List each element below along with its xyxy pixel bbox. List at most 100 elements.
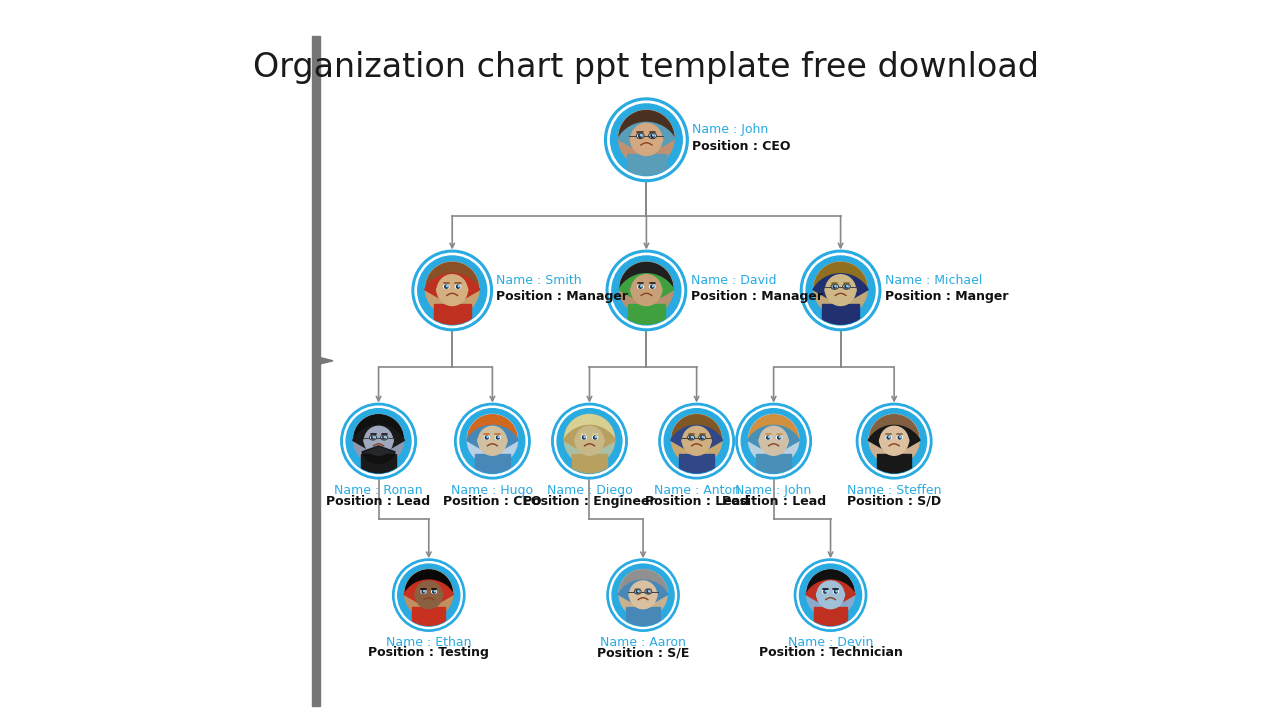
Ellipse shape xyxy=(438,275,467,305)
Circle shape xyxy=(552,403,627,479)
Wedge shape xyxy=(353,426,404,455)
Circle shape xyxy=(700,436,704,439)
Ellipse shape xyxy=(456,284,461,289)
Circle shape xyxy=(454,403,530,479)
Wedge shape xyxy=(672,414,722,439)
Text: Name : Hugo: Name : Hugo xyxy=(452,484,534,497)
Circle shape xyxy=(824,590,827,593)
Circle shape xyxy=(425,262,479,315)
Ellipse shape xyxy=(765,436,771,439)
Circle shape xyxy=(346,409,411,474)
Ellipse shape xyxy=(879,438,884,444)
Ellipse shape xyxy=(840,592,845,598)
Circle shape xyxy=(607,251,686,330)
Ellipse shape xyxy=(439,592,443,598)
Ellipse shape xyxy=(451,289,453,293)
Wedge shape xyxy=(805,580,855,608)
Wedge shape xyxy=(353,414,403,439)
Ellipse shape xyxy=(415,581,443,608)
Ellipse shape xyxy=(589,440,591,444)
Ellipse shape xyxy=(823,590,828,593)
Wedge shape xyxy=(425,274,480,305)
Text: Name : Smith: Name : Smith xyxy=(497,274,582,287)
Circle shape xyxy=(739,406,809,476)
Circle shape xyxy=(749,414,799,464)
Wedge shape xyxy=(749,414,799,439)
Circle shape xyxy=(639,134,643,138)
Circle shape xyxy=(620,570,667,618)
Text: Position : S/E: Position : S/E xyxy=(596,647,689,660)
Wedge shape xyxy=(404,570,453,593)
Circle shape xyxy=(447,285,448,287)
Circle shape xyxy=(383,436,385,439)
Ellipse shape xyxy=(428,594,430,597)
Circle shape xyxy=(612,564,675,626)
Bar xyxy=(822,304,859,325)
Ellipse shape xyxy=(365,426,393,455)
Ellipse shape xyxy=(576,426,604,455)
Text: Name : Diego: Name : Diego xyxy=(547,484,632,497)
Circle shape xyxy=(659,403,735,479)
Ellipse shape xyxy=(444,284,449,289)
Circle shape xyxy=(833,285,836,288)
Circle shape xyxy=(804,253,878,328)
Circle shape xyxy=(620,262,673,315)
Circle shape xyxy=(778,436,781,439)
Bar xyxy=(756,454,791,474)
Text: Name : Ethan: Name : Ethan xyxy=(387,636,471,649)
Circle shape xyxy=(856,403,932,479)
Wedge shape xyxy=(671,426,722,455)
Circle shape xyxy=(814,262,868,315)
Circle shape xyxy=(607,559,680,631)
Ellipse shape xyxy=(650,284,655,289)
Circle shape xyxy=(485,436,489,439)
Circle shape xyxy=(467,414,517,464)
Ellipse shape xyxy=(463,287,467,294)
Ellipse shape xyxy=(631,123,662,156)
Circle shape xyxy=(736,403,812,479)
Ellipse shape xyxy=(695,440,698,444)
Ellipse shape xyxy=(893,440,896,444)
Ellipse shape xyxy=(381,436,387,439)
Circle shape xyxy=(460,409,525,474)
Circle shape xyxy=(604,98,689,181)
Text: Position : Manager: Position : Manager xyxy=(691,290,823,303)
Ellipse shape xyxy=(886,436,891,439)
Text: Position : Manger: Position : Manger xyxy=(884,290,1009,303)
Bar xyxy=(489,444,495,453)
Ellipse shape xyxy=(599,438,604,444)
Ellipse shape xyxy=(581,436,586,439)
Wedge shape xyxy=(618,274,675,305)
Ellipse shape xyxy=(637,134,643,138)
Ellipse shape xyxy=(477,438,483,444)
Circle shape xyxy=(557,409,622,474)
Ellipse shape xyxy=(593,436,598,439)
Circle shape xyxy=(899,436,901,439)
Text: Position : Testing: Position : Testing xyxy=(369,647,489,660)
Circle shape xyxy=(869,414,919,464)
Ellipse shape xyxy=(904,438,909,444)
Ellipse shape xyxy=(631,275,662,305)
Ellipse shape xyxy=(650,134,655,138)
Text: Organization chart ppt template free download: Organization chart ppt template free dow… xyxy=(253,50,1039,84)
Circle shape xyxy=(887,436,890,439)
Circle shape xyxy=(458,285,460,287)
Bar xyxy=(643,293,650,303)
Ellipse shape xyxy=(495,436,500,439)
Ellipse shape xyxy=(378,440,380,444)
Circle shape xyxy=(835,285,836,287)
Ellipse shape xyxy=(641,594,644,597)
Bar xyxy=(814,607,847,626)
Circle shape xyxy=(609,562,677,629)
Bar xyxy=(891,444,897,453)
Wedge shape xyxy=(467,414,517,439)
Ellipse shape xyxy=(817,592,820,598)
Ellipse shape xyxy=(772,440,774,444)
Circle shape xyxy=(861,409,927,474)
Wedge shape xyxy=(748,426,800,455)
Circle shape xyxy=(797,562,864,629)
Bar xyxy=(375,444,381,453)
Wedge shape xyxy=(425,262,479,289)
Ellipse shape xyxy=(635,590,640,593)
Wedge shape xyxy=(618,122,675,156)
